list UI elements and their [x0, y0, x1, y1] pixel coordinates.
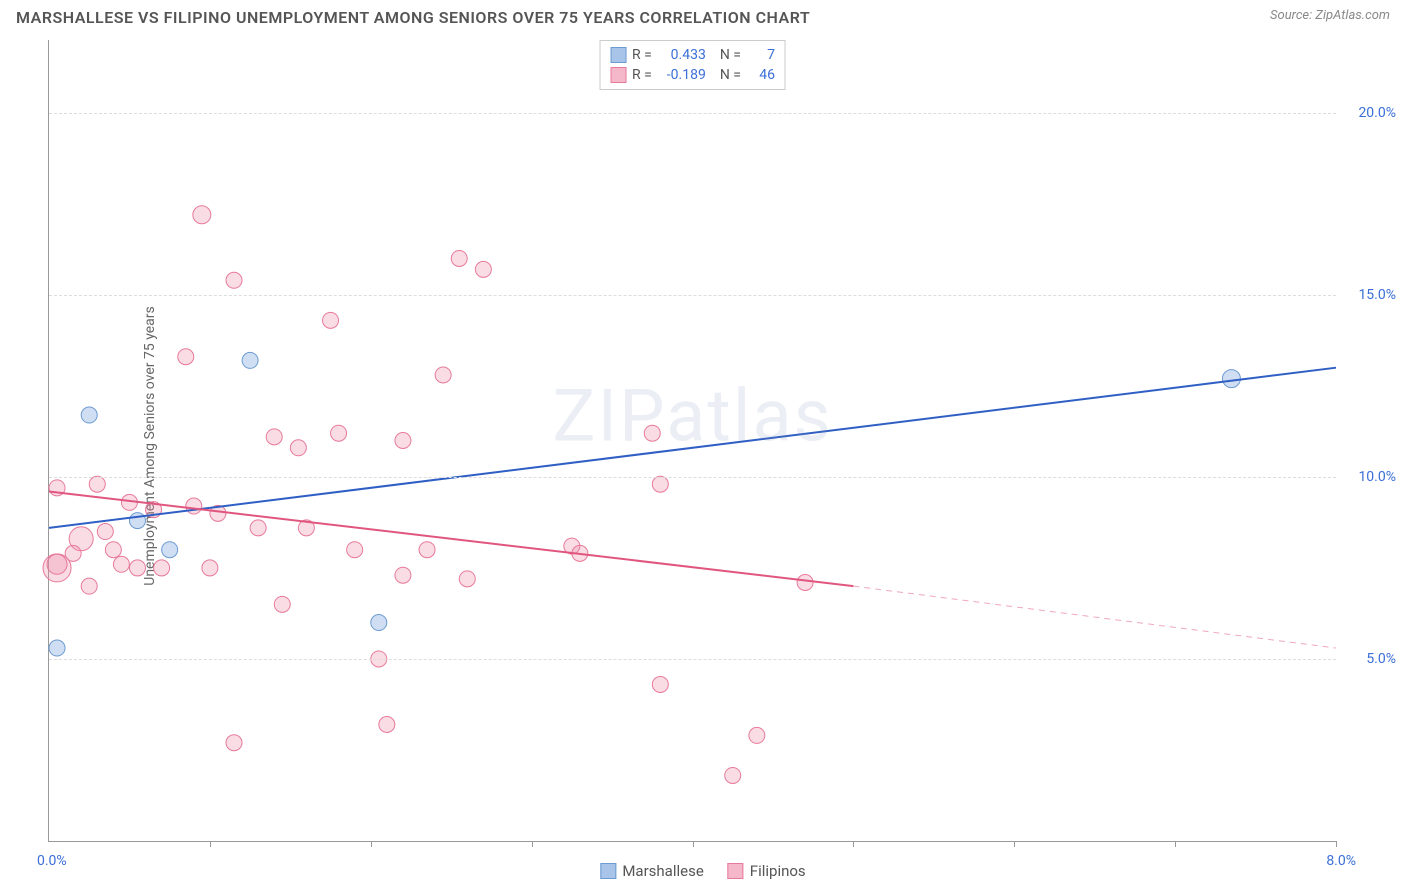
- legend-stats-row: R = -0.189 N = 46: [610, 65, 775, 85]
- r-value: 0.433: [658, 47, 706, 63]
- data-point: [250, 520, 266, 536]
- data-point: [202, 560, 218, 576]
- x-tick: [210, 841, 211, 847]
- data-point: [652, 676, 668, 692]
- r-value: -0.189: [658, 67, 706, 83]
- data-point: [652, 476, 668, 492]
- data-point: [193, 206, 211, 224]
- gridline: [49, 113, 1336, 114]
- data-point: [749, 727, 765, 743]
- x-tick: [693, 841, 694, 847]
- trend-line: [49, 491, 853, 586]
- legend-swatch: [728, 863, 744, 879]
- data-point: [1222, 370, 1240, 388]
- data-point: [49, 640, 65, 656]
- y-tick-label: 20.0%: [1341, 105, 1396, 121]
- x-tick: [371, 841, 372, 847]
- x-tick: [532, 841, 533, 847]
- data-point: [323, 312, 339, 328]
- legend-label: Marshallese: [622, 862, 703, 880]
- bottom-legend: Marshallese Filipinos: [600, 862, 805, 880]
- data-point: [274, 596, 290, 612]
- gridline: [49, 477, 1336, 478]
- data-point: [242, 352, 258, 368]
- r-label: R =: [632, 47, 652, 63]
- data-point: [129, 560, 145, 576]
- data-point: [178, 349, 194, 365]
- y-tick-label: 10.0%: [1341, 469, 1396, 485]
- data-point: [47, 554, 67, 574]
- n-label: N =: [720, 67, 741, 83]
- data-point: [154, 560, 170, 576]
- trend-line-dashed: [853, 586, 1336, 648]
- data-point: [395, 433, 411, 449]
- plot-area: ZIPatlas R = 0.433 N = 7 R = -0.189 N = …: [48, 40, 1336, 842]
- legend-label: Filipinos: [750, 862, 806, 880]
- data-point: [89, 476, 105, 492]
- n-label: N =: [720, 47, 741, 63]
- legend-swatch: [610, 47, 626, 63]
- data-point: [331, 425, 347, 441]
- chart-title: MARSHALLESE VS FILIPINO UNEMPLOYMENT AMO…: [16, 8, 810, 27]
- x-tick: [1336, 841, 1337, 847]
- trend-line: [49, 368, 1336, 528]
- data-point: [129, 513, 145, 529]
- x-tick: [1014, 841, 1015, 847]
- data-point: [81, 407, 97, 423]
- data-point: [459, 571, 475, 587]
- data-point: [97, 524, 113, 540]
- data-point: [226, 735, 242, 751]
- data-point: [186, 498, 202, 514]
- y-tick-label: 5.0%: [1341, 651, 1396, 667]
- legend-item: Filipinos: [728, 862, 806, 880]
- data-point: [475, 261, 491, 277]
- x-tick: [1175, 841, 1176, 847]
- gridline: [49, 659, 1336, 660]
- legend-stats-box: R = 0.433 N = 7 R = -0.189 N = 46: [599, 40, 786, 90]
- data-point: [81, 578, 97, 594]
- n-value: 46: [747, 67, 775, 83]
- data-point: [226, 272, 242, 288]
- data-point: [379, 716, 395, 732]
- data-point: [644, 425, 660, 441]
- x-tick-label-left: 0.0%: [37, 853, 67, 869]
- data-point: [395, 567, 411, 583]
- legend-stats-row: R = 0.433 N = 7: [610, 45, 775, 65]
- data-point: [435, 367, 451, 383]
- data-point: [65, 545, 81, 561]
- x-tick: [853, 841, 854, 847]
- legend-swatch: [610, 67, 626, 83]
- data-point: [419, 542, 435, 558]
- data-point: [347, 542, 363, 558]
- data-point: [290, 440, 306, 456]
- data-point: [451, 250, 467, 266]
- plot-svg: [49, 40, 1336, 841]
- y-tick-label: 15.0%: [1341, 287, 1396, 303]
- legend-item: Marshallese: [600, 862, 703, 880]
- r-label: R =: [632, 67, 652, 83]
- data-point: [266, 429, 282, 445]
- data-point: [113, 556, 129, 572]
- gridline: [49, 295, 1336, 296]
- data-point: [105, 542, 121, 558]
- data-point: [162, 542, 178, 558]
- data-point: [797, 574, 813, 590]
- x-tick-label-right: 8.0%: [1326, 853, 1356, 869]
- chart-container: ZIPatlas R = 0.433 N = 7 R = -0.189 N = …: [48, 40, 1336, 842]
- legend-swatch: [600, 863, 616, 879]
- data-point: [371, 615, 387, 631]
- data-point: [725, 767, 741, 783]
- source-label: Source: ZipAtlas.com: [1270, 8, 1390, 23]
- n-value: 7: [747, 47, 775, 63]
